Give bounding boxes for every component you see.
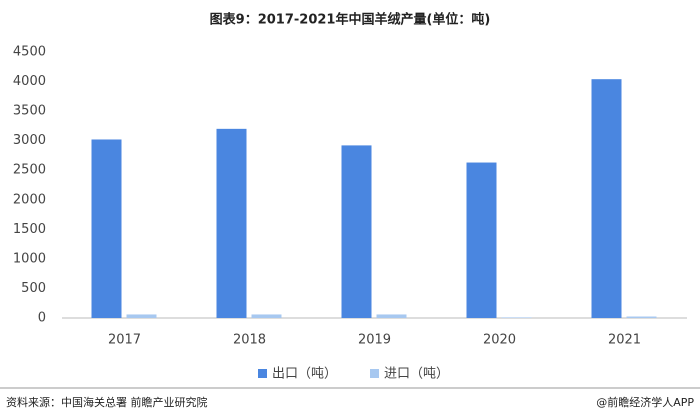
chart-title: 图表9：2017-2021年中国羊绒产量(单位：吨)	[210, 12, 491, 28]
y-tick-label: 2000	[13, 192, 46, 207]
bar	[126, 314, 157, 318]
brand: @前瞻经济学人APP	[596, 395, 694, 409]
bar	[591, 79, 622, 319]
bar	[466, 162, 497, 318]
x-tick-label: 2020	[483, 333, 516, 348]
source: 资料来源：中国海关总署 前瞻产业研究院	[6, 395, 208, 409]
bar	[216, 128, 247, 318]
x-tick-label: 2021	[608, 333, 641, 348]
bar	[251, 314, 282, 318]
x-tick-label: 2019	[358, 333, 391, 348]
y-tick-label: 4000	[13, 74, 46, 89]
y-tick-label: 4500	[13, 45, 46, 60]
bar	[376, 314, 407, 318]
x-tick-label: 2018	[233, 333, 266, 348]
bar	[341, 145, 372, 318]
y-tick-label: 3000	[13, 133, 46, 148]
y-tick-label: 3500	[13, 104, 46, 119]
y-tick-label: 1500	[13, 222, 46, 237]
legend-label: 出口（吨）	[272, 367, 337, 382]
y-tick-label: 1000	[13, 251, 46, 266]
y-tick-label: 0	[38, 311, 46, 326]
bar	[91, 139, 122, 318]
bar	[626, 316, 657, 318]
bar	[501, 317, 532, 318]
legend-label: 进口（吨）	[384, 367, 449, 382]
legend-swatch	[258, 369, 267, 378]
legend-swatch	[370, 369, 379, 378]
y-tick-label: 2500	[13, 163, 46, 178]
y-tick-label: 500	[21, 281, 46, 296]
x-tick-label: 2017	[108, 333, 141, 348]
